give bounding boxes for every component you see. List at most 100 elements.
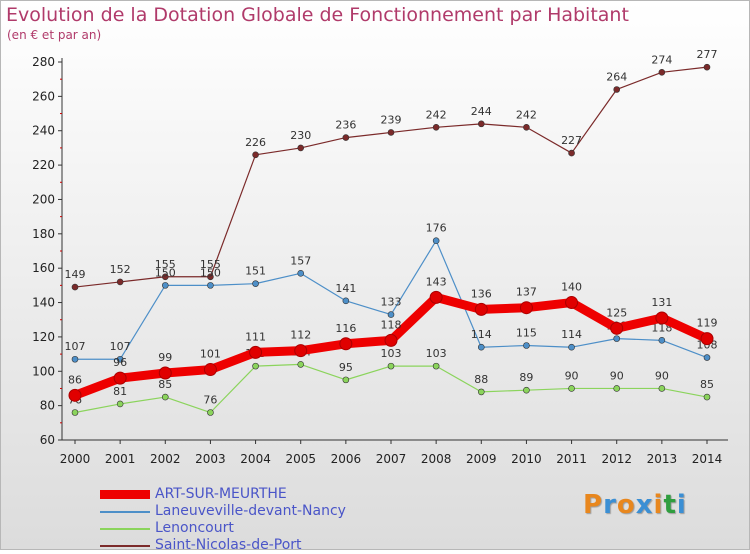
y-tick-label: 280: [32, 55, 55, 69]
x-tick-label: 2005: [285, 452, 316, 466]
data-point: [474, 302, 488, 316]
y-tick-label: 140: [32, 296, 55, 310]
data-point: [207, 273, 214, 281]
data-label: 112: [290, 329, 311, 342]
data-label: 115: [516, 327, 537, 340]
data-point: [568, 343, 575, 351]
data-label: 242: [516, 108, 537, 121]
data-point: [387, 362, 395, 370]
x-tick-label: 2011: [556, 452, 587, 466]
data-label: 150: [200, 266, 221, 279]
data-point: [294, 344, 308, 358]
data-label: 86: [68, 373, 82, 386]
data-point: [342, 134, 350, 141]
data-point: [158, 366, 172, 380]
data-label: 114: [471, 328, 492, 341]
chart-subtitle: (en € et par an): [7, 28, 102, 42]
x-tick-label: 2007: [376, 452, 407, 466]
data-point: [613, 86, 621, 93]
data-point: [207, 409, 214, 416]
data-label: 155: [200, 258, 221, 271]
data-label: 226: [245, 136, 266, 149]
data-point: [432, 362, 440, 370]
data-label: 96: [113, 356, 127, 369]
logo-letter: i: [653, 490, 664, 520]
legend-label: ART-SUR-MEURTHE: [155, 486, 287, 502]
data-label: 103: [381, 347, 402, 360]
y-tick-label: 180: [32, 227, 55, 241]
legend-swatch: [100, 490, 150, 499]
data-label: 157: [290, 254, 311, 267]
x-tick-label: 2003: [195, 452, 226, 466]
data-label: 103: [426, 347, 447, 360]
data-label: 116: [335, 322, 356, 335]
data-point: [339, 337, 353, 351]
data-point: [429, 290, 443, 304]
data-point: [703, 63, 711, 71]
data-point: [71, 409, 79, 416]
data-label: 230: [290, 129, 311, 142]
data-label: 137: [516, 286, 537, 299]
data-label: 95: [339, 361, 353, 374]
x-tick-label: 2008: [421, 452, 452, 466]
data-point: [71, 355, 79, 363]
data-label: 155: [155, 258, 176, 271]
data-point: [658, 337, 666, 344]
data-label: 76: [203, 394, 217, 407]
legend-swatch: [100, 511, 150, 513]
data-label: 85: [158, 378, 172, 391]
data-point: [252, 280, 259, 287]
data-label: 264: [606, 70, 627, 83]
legend-label: Saint-Nicolas-de-Port: [155, 537, 302, 553]
data-point: [613, 385, 621, 392]
logo-letter: r: [603, 490, 617, 520]
legend-label: Lenoncourt: [155, 520, 234, 536]
logo-letter: P: [583, 490, 604, 520]
legend-swatch: [100, 545, 150, 547]
y-tick-label: 120: [32, 330, 55, 344]
x-tick-label: 2013: [647, 452, 678, 466]
data-point: [519, 301, 533, 315]
data-label: 119: [697, 317, 718, 330]
data-point: [161, 393, 169, 401]
data-point: [655, 311, 669, 325]
data-point: [703, 393, 711, 401]
data-label: 239: [381, 113, 402, 126]
data-label: 242: [426, 108, 447, 121]
y-tick-label: 240: [32, 124, 55, 138]
data-point: [113, 371, 127, 385]
data-point: [523, 386, 530, 394]
x-tick-label: 2012: [601, 452, 632, 466]
x-tick-label: 2004: [240, 452, 271, 466]
data-point: [387, 311, 395, 318]
data-point: [568, 385, 575, 392]
data-label: 236: [335, 119, 356, 132]
data-point: [297, 361, 305, 368]
x-tick-label: 2014: [692, 452, 723, 466]
data-label: 149: [65, 268, 86, 281]
data-label: 152: [110, 263, 131, 276]
data-label: 101: [200, 348, 221, 361]
y-tick-label: 80: [40, 399, 55, 413]
data-point: [207, 282, 214, 289]
data-point: [523, 342, 530, 349]
data-label: 227: [561, 134, 582, 147]
data-point: [116, 355, 124, 363]
data-label: 90: [565, 369, 579, 382]
x-tick-label: 2006: [331, 452, 362, 466]
data-point: [116, 400, 124, 408]
data-label: 85: [700, 378, 714, 391]
x-tick-label: 2010: [511, 452, 542, 466]
data-point: [477, 388, 485, 396]
data-point: [565, 296, 579, 310]
data-label: 114: [561, 328, 582, 341]
data-label: 131: [651, 296, 672, 309]
logo-letter: i: [676, 490, 687, 520]
data-label: 89: [519, 371, 533, 384]
data-label: 143: [426, 275, 447, 288]
data-point: [477, 120, 485, 128]
data-label: 107: [110, 340, 131, 353]
data-point: [613, 335, 621, 342]
x-tick-label: 2001: [105, 452, 136, 466]
